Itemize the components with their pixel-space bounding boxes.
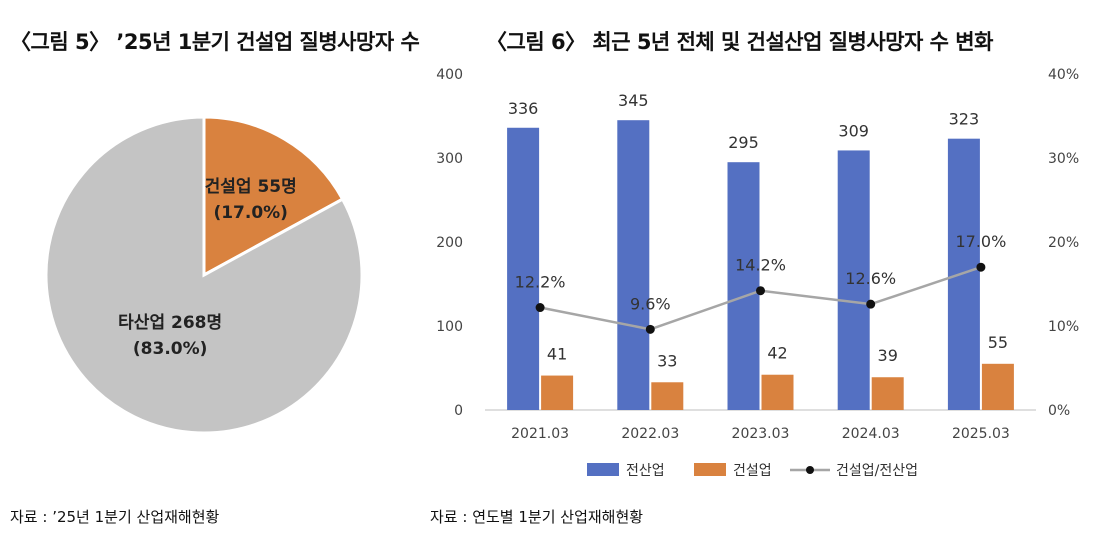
pie-slice (202, 115, 345, 278)
x-tick: 2024.03 (842, 426, 900, 442)
y-tick-right: 20% (1048, 235, 1079, 251)
ratio-point (645, 324, 655, 334)
bar-all-industry (837, 150, 870, 410)
ratio-point (976, 262, 986, 272)
figure6-title: 〈그림 6〉 최근 5년 전체 및 건설산업 질병사망자 수 변화 (486, 30, 993, 54)
bar-construction-label: 41 (547, 345, 567, 364)
ratio-label: 9.6% (630, 294, 671, 313)
legend-label-construction: 건설업 (733, 463, 772, 479)
ratio-point (756, 286, 765, 296)
bar-all-industry-label: 345 (618, 91, 649, 110)
pie-slice-label: 건설업 55명 (205, 177, 297, 197)
legend-marker-ratio (806, 466, 814, 474)
ratio-label: 12.2% (515, 273, 566, 292)
y-tick-right: 0% (1048, 403, 1070, 419)
y-tick-left: 400 (436, 67, 463, 83)
ratio-label: 12.6% (845, 269, 896, 288)
ratio-line (539, 266, 982, 331)
bar-all-industry (617, 120, 650, 410)
figure6-source: 자료 : 연도별 1분기 산업재해현황 (430, 508, 644, 526)
bar-construction (871, 377, 904, 410)
pie-chart: 건설업 55명 (17.0%) 타산업 268명 (83.0%) (44, 115, 364, 435)
ratio-point (866, 299, 876, 309)
x-tick: 2023.03 (732, 426, 790, 442)
bar-construction-label: 33 (657, 351, 677, 370)
x-tick: 2021.03 (511, 426, 569, 442)
legend-swatch-construction (694, 463, 726, 476)
bar-all-industry-label: 336 (508, 99, 539, 118)
figure5-title: 〈그림 5〉 ’25년 1분기 건설업 질병사망자 수 (10, 30, 420, 54)
combo-chart: 0 100 200 300 400 0% 10% 20% 30% 40% 336 41 2021.03 3… (436, 67, 1079, 479)
x-tick: 2022.03 (621, 426, 679, 442)
bar-construction-label: 39 (878, 346, 898, 365)
bar-all-industry-label: 309 (838, 121, 869, 140)
legend-label-all-industry: 전산업 (626, 463, 665, 479)
y-tick-left: 0 (454, 403, 463, 419)
y-tick-right: 10% (1048, 319, 1079, 335)
bar-all-industry (947, 138, 980, 410)
pie-slice-percent: (17.0%) (213, 203, 288, 223)
legend-label-ratio: 건설업/전산업 (836, 463, 918, 479)
bar-construction (651, 382, 684, 410)
pie-slice-percent: (83.0%) (133, 339, 208, 359)
pie-slice-label: 타산업 268명 (118, 313, 222, 333)
ratio-label: 14.2% (735, 256, 786, 275)
legend-swatch-all-industry (587, 463, 619, 476)
y-tick-left: 200 (436, 235, 463, 251)
bar-construction (541, 375, 574, 410)
ratio-point (535, 303, 545, 313)
bar-all-industry (507, 127, 540, 410)
y-tick-left: 100 (436, 319, 463, 335)
bar-all-industry-label: 295 (728, 133, 759, 152)
y-tick-right: 40% (1048, 67, 1079, 83)
bar-construction-label: 55 (988, 333, 1008, 352)
ratio-label: 17.0% (955, 232, 1006, 251)
y-tick-right: 30% (1048, 151, 1079, 167)
y-tick-left: 300 (436, 151, 463, 167)
bar-all-industry-label: 323 (949, 110, 980, 129)
x-tick: 2025.03 (952, 426, 1010, 442)
bar-all-industry (727, 162, 760, 410)
bar-construction (761, 374, 794, 410)
figure5-source: 자료 : ’25년 1분기 산업재해현황 (10, 508, 220, 526)
bar-construction (981, 363, 1014, 410)
bar-construction-label: 42 (767, 344, 787, 363)
pie-slice (44, 115, 364, 435)
